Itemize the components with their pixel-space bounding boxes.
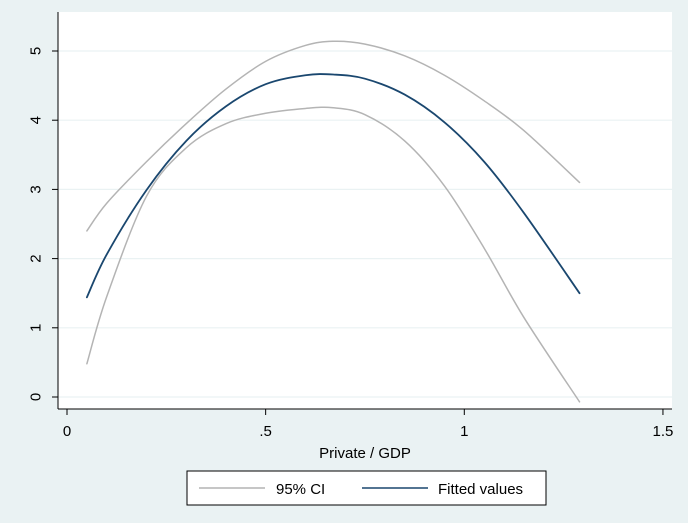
x-tick-label-2: 1 xyxy=(460,423,468,440)
series-line-ci-lower xyxy=(86,106,581,403)
y-tick-label-2: 2 xyxy=(28,254,45,262)
series-line-ci-upper xyxy=(86,40,581,232)
legend: 95% CI Fitted values xyxy=(186,470,547,506)
y-tick-label-0: 0 xyxy=(28,393,45,401)
x-tick-label-3: 1.5 xyxy=(653,423,674,440)
axis-layer: 0 1 2 3 4 5 0 .5 1 1.5 xyxy=(28,12,674,440)
x-tick-label-1: .5 xyxy=(259,423,272,440)
series-layer xyxy=(85,40,581,403)
y-tick-label-1: 1 xyxy=(28,324,45,332)
series-line-fit xyxy=(85,73,581,299)
x-axis-title: Private / GDP xyxy=(319,445,411,462)
x-tick-label-0: 0 xyxy=(63,423,71,440)
grid-layer xyxy=(58,50,672,398)
plot-area xyxy=(58,12,672,409)
y-tick-label-3: 3 xyxy=(28,185,45,193)
y-tick-label-4: 4 xyxy=(28,116,45,124)
legend-ci-label: 95% CI xyxy=(276,481,325,498)
legend-fit-label: Fitted values xyxy=(438,481,523,498)
y-tick-label-5: 5 xyxy=(28,47,45,55)
